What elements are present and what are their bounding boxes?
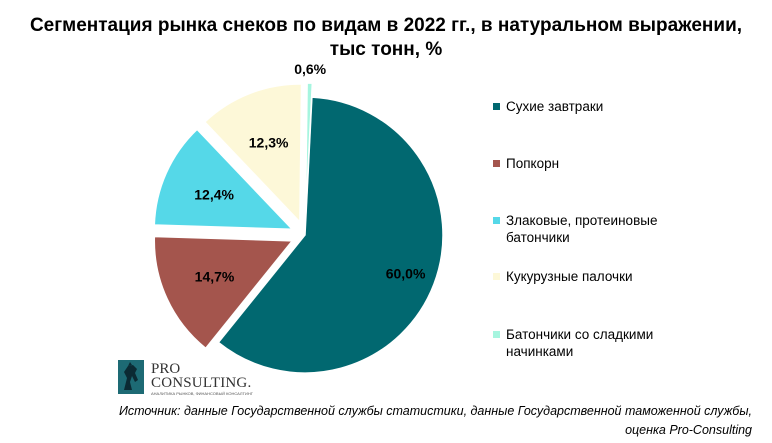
chart-title-line-2: тыс тонн, % <box>329 39 443 60</box>
logo-pro-text: PRO <box>151 361 181 377</box>
chart-title: Сегментация рынка снеков по видам в 2022… <box>0 14 772 62</box>
chart-title-line-1: Сегментация рынка снеков по видам в 2022… <box>29 15 743 36</box>
source-note: Источник: данные Государственной службы … <box>52 402 752 440</box>
pie-slice-popcorn <box>153 235 294 350</box>
data-label-dry-breakfast: 60,0% <box>386 265 426 281</box>
data-label-cereal-bars: 12,4% <box>194 186 234 202</box>
source-line-1: Источник: данные Государственной службы … <box>118 404 752 418</box>
pie-slice-corn-sticks <box>203 83 303 224</box>
horse-logo-icon <box>118 360 144 394</box>
legend-label: Сухие завтраки <box>506 99 604 114</box>
pie-slice-cereal-bars <box>153 128 295 231</box>
legend-swatch <box>493 273 500 280</box>
pie-slice-dry-breakfast <box>217 96 444 374</box>
legend-swatch <box>493 331 500 338</box>
pie-slice-filled-bars <box>304 82 314 222</box>
legend-label: Злаковые, протеиновые батончики <box>506 213 658 245</box>
logo-tagline: АНАЛИТИКА РЫНКОВ, ФИНАНСОВЫЙ КОНСАЛТИНГ <box>151 391 253 396</box>
legend-swatch <box>493 103 500 110</box>
legend-label: Кукурузные палочки <box>506 269 633 284</box>
legend-label: Попкорн <box>506 156 560 171</box>
legend-swatch <box>493 160 500 167</box>
legend-swatch <box>493 217 500 224</box>
data-label-popcorn: 14,7% <box>195 269 235 285</box>
data-label-corn-sticks: 12,3% <box>249 134 289 150</box>
legend-label: Батончики со сладкими начинками <box>506 327 654 359</box>
source-line-2: оценка Pro-Consulting <box>625 423 752 437</box>
logo-consulting-text: CONSULTING. <box>151 375 252 391</box>
data-label-filled-bars: 0,6% <box>294 61 326 77</box>
pro-consulting-logo: PRO CONSULTING. АНАЛИТИКА РЫНКОВ, ФИНАНС… <box>118 360 258 396</box>
